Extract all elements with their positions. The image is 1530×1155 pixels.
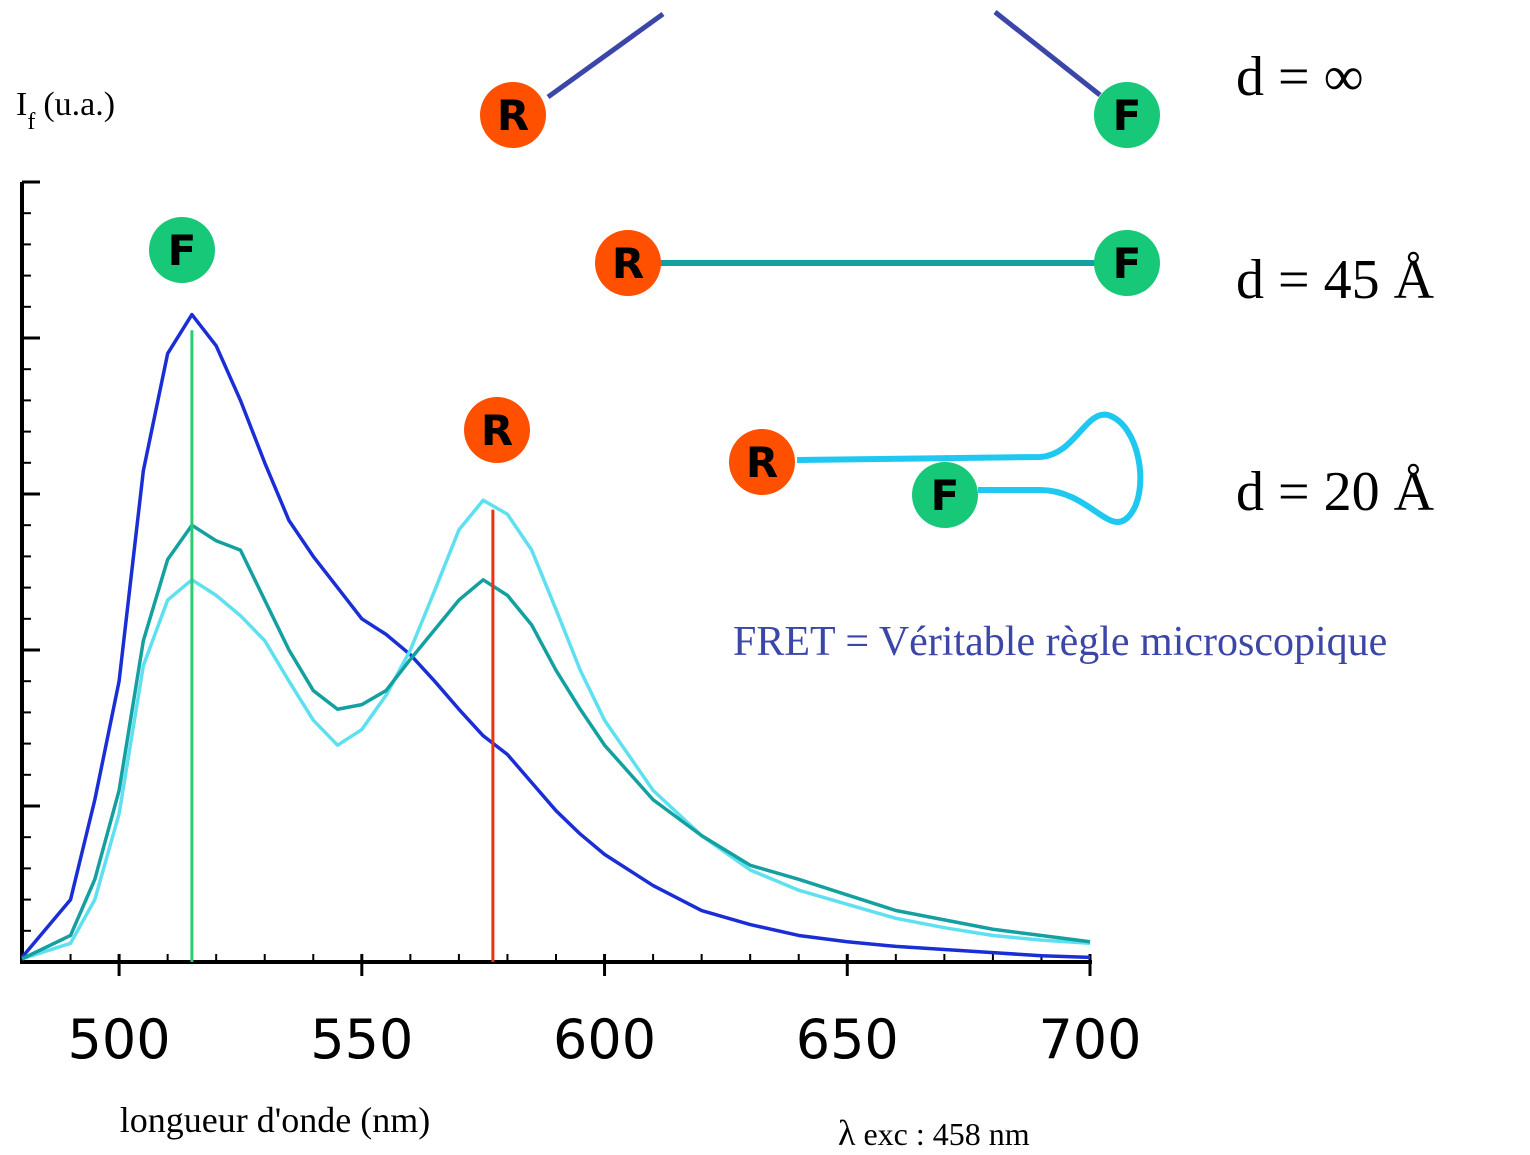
fluorophore <box>595 230 661 296</box>
x-tick-label: 650 <box>796 1008 899 1071</box>
spectrum-line <box>21 523 1091 961</box>
fluorophore <box>480 82 546 148</box>
excitation-text: exc : 458 nm <box>863 1116 1029 1152</box>
y-label-sub: f <box>27 109 35 135</box>
y-axis-label: If (u.a.) <box>16 86 115 135</box>
distance-label: d = 45 Å <box>1236 249 1435 311</box>
fluorophore <box>729 429 795 495</box>
fluorophore <box>912 462 978 528</box>
distance-label: d = 20 Å <box>1236 461 1435 523</box>
fluorophore-label: F <box>931 471 960 520</box>
excitation: λ exc : 458 nm <box>838 1113 1030 1153</box>
fluorophore <box>1094 230 1160 296</box>
fluorophore-label: F <box>168 226 197 275</box>
fluorophore <box>464 397 530 463</box>
y-label-main: I <box>16 86 27 123</box>
fluorophore-label: R <box>481 406 513 455</box>
fluorophore-label: F <box>1113 239 1142 288</box>
fluorophore-label: R <box>612 239 644 288</box>
strand <box>993 10 1102 97</box>
spectrum-line <box>20 312 1091 960</box>
x-tick-label: 550 <box>310 1008 413 1071</box>
fluorophore-label: R <box>746 438 778 487</box>
hairpin <box>796 411 1144 525</box>
fluorophore <box>1094 82 1160 148</box>
fluorophore-label: F <box>1113 91 1142 140</box>
note: FRET = Véritable règle microscopique <box>733 619 1387 665</box>
x-tick-label: 700 <box>1038 1008 1141 1071</box>
strand <box>546 11 665 100</box>
spectrum-line <box>21 498 1091 961</box>
y-label-unit: (u.a.) <box>43 86 115 123</box>
distance-label: d = ∞ <box>1236 46 1364 108</box>
x-tick-label: 500 <box>68 1008 171 1071</box>
lambda: λ <box>838 1113 856 1153</box>
x-axis-label: longueur d'onde (nm) <box>120 1100 430 1140</box>
fluorophore <box>149 217 215 283</box>
x-tick-label: 600 <box>553 1008 656 1071</box>
fluorophore-label: R <box>497 91 529 140</box>
